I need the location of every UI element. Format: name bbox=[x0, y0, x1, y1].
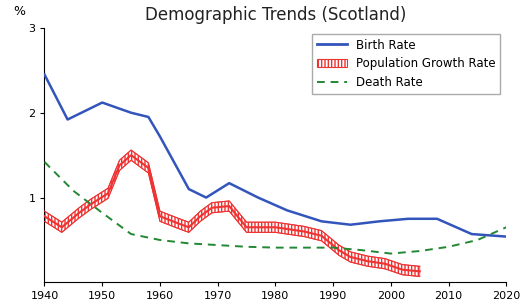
Birth Rate bbox=[42, 73, 48, 76]
Birth Rate bbox=[99, 101, 105, 104]
Death Rate bbox=[186, 242, 192, 245]
Birth Rate bbox=[405, 217, 411, 221]
Birth Rate bbox=[226, 181, 232, 185]
Legend: Birth Rate, Population Growth Rate, Death Rate: Birth Rate, Population Growth Rate, Deat… bbox=[312, 34, 500, 94]
Death Rate bbox=[272, 246, 279, 250]
Death Rate bbox=[215, 243, 221, 247]
Death Rate bbox=[417, 249, 423, 253]
Death Rate bbox=[330, 246, 336, 250]
Death Rate bbox=[446, 245, 452, 249]
Death Rate bbox=[128, 232, 134, 236]
Death Rate bbox=[70, 189, 76, 192]
Line: Birth Rate: Birth Rate bbox=[45, 75, 507, 237]
Birth Rate bbox=[469, 232, 475, 236]
Birth Rate bbox=[434, 217, 440, 221]
Birth Rate bbox=[255, 196, 261, 200]
Y-axis label: %: % bbox=[13, 5, 25, 18]
Death Rate bbox=[99, 211, 105, 215]
Title: Demographic Trends (Scotland): Demographic Trends (Scotland) bbox=[145, 6, 406, 24]
Death Rate bbox=[474, 238, 481, 242]
Birth Rate bbox=[128, 111, 134, 115]
Birth Rate bbox=[347, 223, 353, 227]
Death Rate bbox=[157, 238, 163, 242]
Death Rate bbox=[388, 252, 394, 255]
Line: Death Rate: Death Rate bbox=[45, 162, 507, 254]
Birth Rate bbox=[503, 235, 510, 239]
Birth Rate bbox=[145, 115, 151, 119]
Birth Rate bbox=[157, 135, 163, 138]
Birth Rate bbox=[284, 208, 290, 212]
Death Rate bbox=[42, 160, 48, 164]
Birth Rate bbox=[376, 220, 382, 223]
Birth Rate bbox=[64, 118, 70, 121]
Death Rate bbox=[503, 225, 510, 229]
Birth Rate bbox=[318, 220, 325, 223]
Birth Rate bbox=[203, 196, 209, 200]
Death Rate bbox=[359, 248, 365, 252]
Death Rate bbox=[244, 245, 250, 249]
Death Rate bbox=[301, 246, 307, 250]
Birth Rate bbox=[186, 187, 192, 191]
